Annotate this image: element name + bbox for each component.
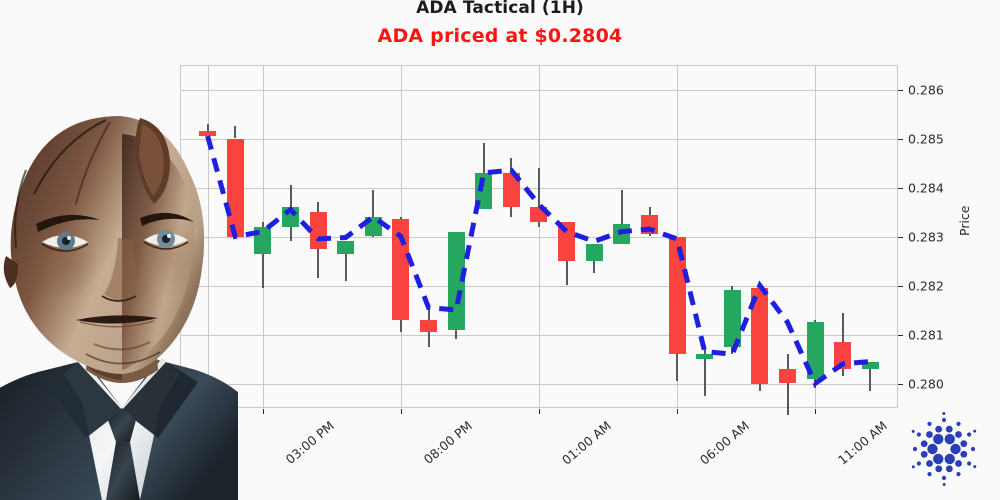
- price-banner: ADA priced at $0.2804: [377, 25, 623, 47]
- y-tick-mark-3: [898, 236, 903, 238]
- y-tick-label: 0.280: [908, 376, 944, 391]
- x-tick-mark-0: [262, 409, 264, 414]
- candle-body-down: [392, 219, 410, 320]
- candle-body-up: [447, 231, 465, 330]
- candle-body-up: [254, 226, 272, 254]
- candle-wick: [786, 354, 789, 416]
- candle-body-up: [364, 216, 382, 237]
- x-tick-mark-1: [400, 409, 402, 414]
- y-tick-mark-1: [898, 138, 903, 140]
- y-tick-mark-6: [898, 383, 903, 385]
- candle-body-down: [309, 212, 327, 249]
- candle-body-up: [861, 361, 879, 369]
- cardano-logo: [905, 410, 983, 488]
- y-tick-mark-4: [898, 285, 903, 287]
- y-tick-label: 0.283: [908, 229, 944, 244]
- candle-body-up: [723, 290, 741, 347]
- y-tick-label: 0.281: [908, 327, 944, 342]
- gridline-vertical-2: [539, 65, 540, 408]
- x-tick-mark-2: [539, 409, 540, 414]
- candle-body-up: [337, 241, 355, 254]
- candle-body-down: [668, 236, 686, 355]
- candle-body-up: [613, 224, 631, 244]
- candle-body-up: [806, 322, 824, 379]
- x-tick-label: 06:00 AM: [696, 418, 753, 468]
- x-tick-label: 11:00 AM: [835, 418, 891, 468]
- y-tick-mark-2: [898, 187, 903, 189]
- candle-body-down: [558, 221, 576, 261]
- candlestick-plot-area: [180, 65, 898, 416]
- y-tick-label: 0.284: [908, 180, 944, 195]
- y-tick-label: 0.286: [908, 82, 944, 97]
- y-tick-mark-0: [898, 89, 903, 91]
- candle-body-down: [530, 207, 548, 222]
- candle-body-down: [502, 172, 520, 208]
- x-tick-label: 03:00 PM: [282, 418, 337, 467]
- candle-body-down: [420, 319, 438, 332]
- candle-body-up: [696, 354, 714, 359]
- candle-body-up: [475, 172, 493, 210]
- android-analyst-avatar: [0, 108, 238, 500]
- candle-body-down: [779, 368, 797, 384]
- y-tick-label: 0.282: [908, 278, 944, 293]
- x-tick-label: 01:00 AM: [558, 418, 614, 468]
- x-tick-label: 08:00 PM: [420, 418, 475, 467]
- page-title: ADA Tactical (1H): [416, 0, 584, 18]
- x-tick-mark-3: [677, 409, 679, 414]
- y-axis-label: Price: [957, 205, 972, 237]
- candle-wick: [234, 126, 237, 139]
- candle-body-down: [640, 214, 658, 235]
- x-tick-mark-4: [815, 409, 817, 414]
- candle-body-up: [585, 243, 603, 262]
- y-tick-mark-5: [898, 334, 903, 336]
- y-tick-label: 0.285: [908, 131, 944, 146]
- candle-body-up: [281, 207, 299, 227]
- gridline-vertical-edge-1: [897, 65, 898, 408]
- candle-body-down: [834, 341, 852, 369]
- candle-body-down: [751, 288, 769, 384]
- candle-body-down: [199, 131, 217, 136]
